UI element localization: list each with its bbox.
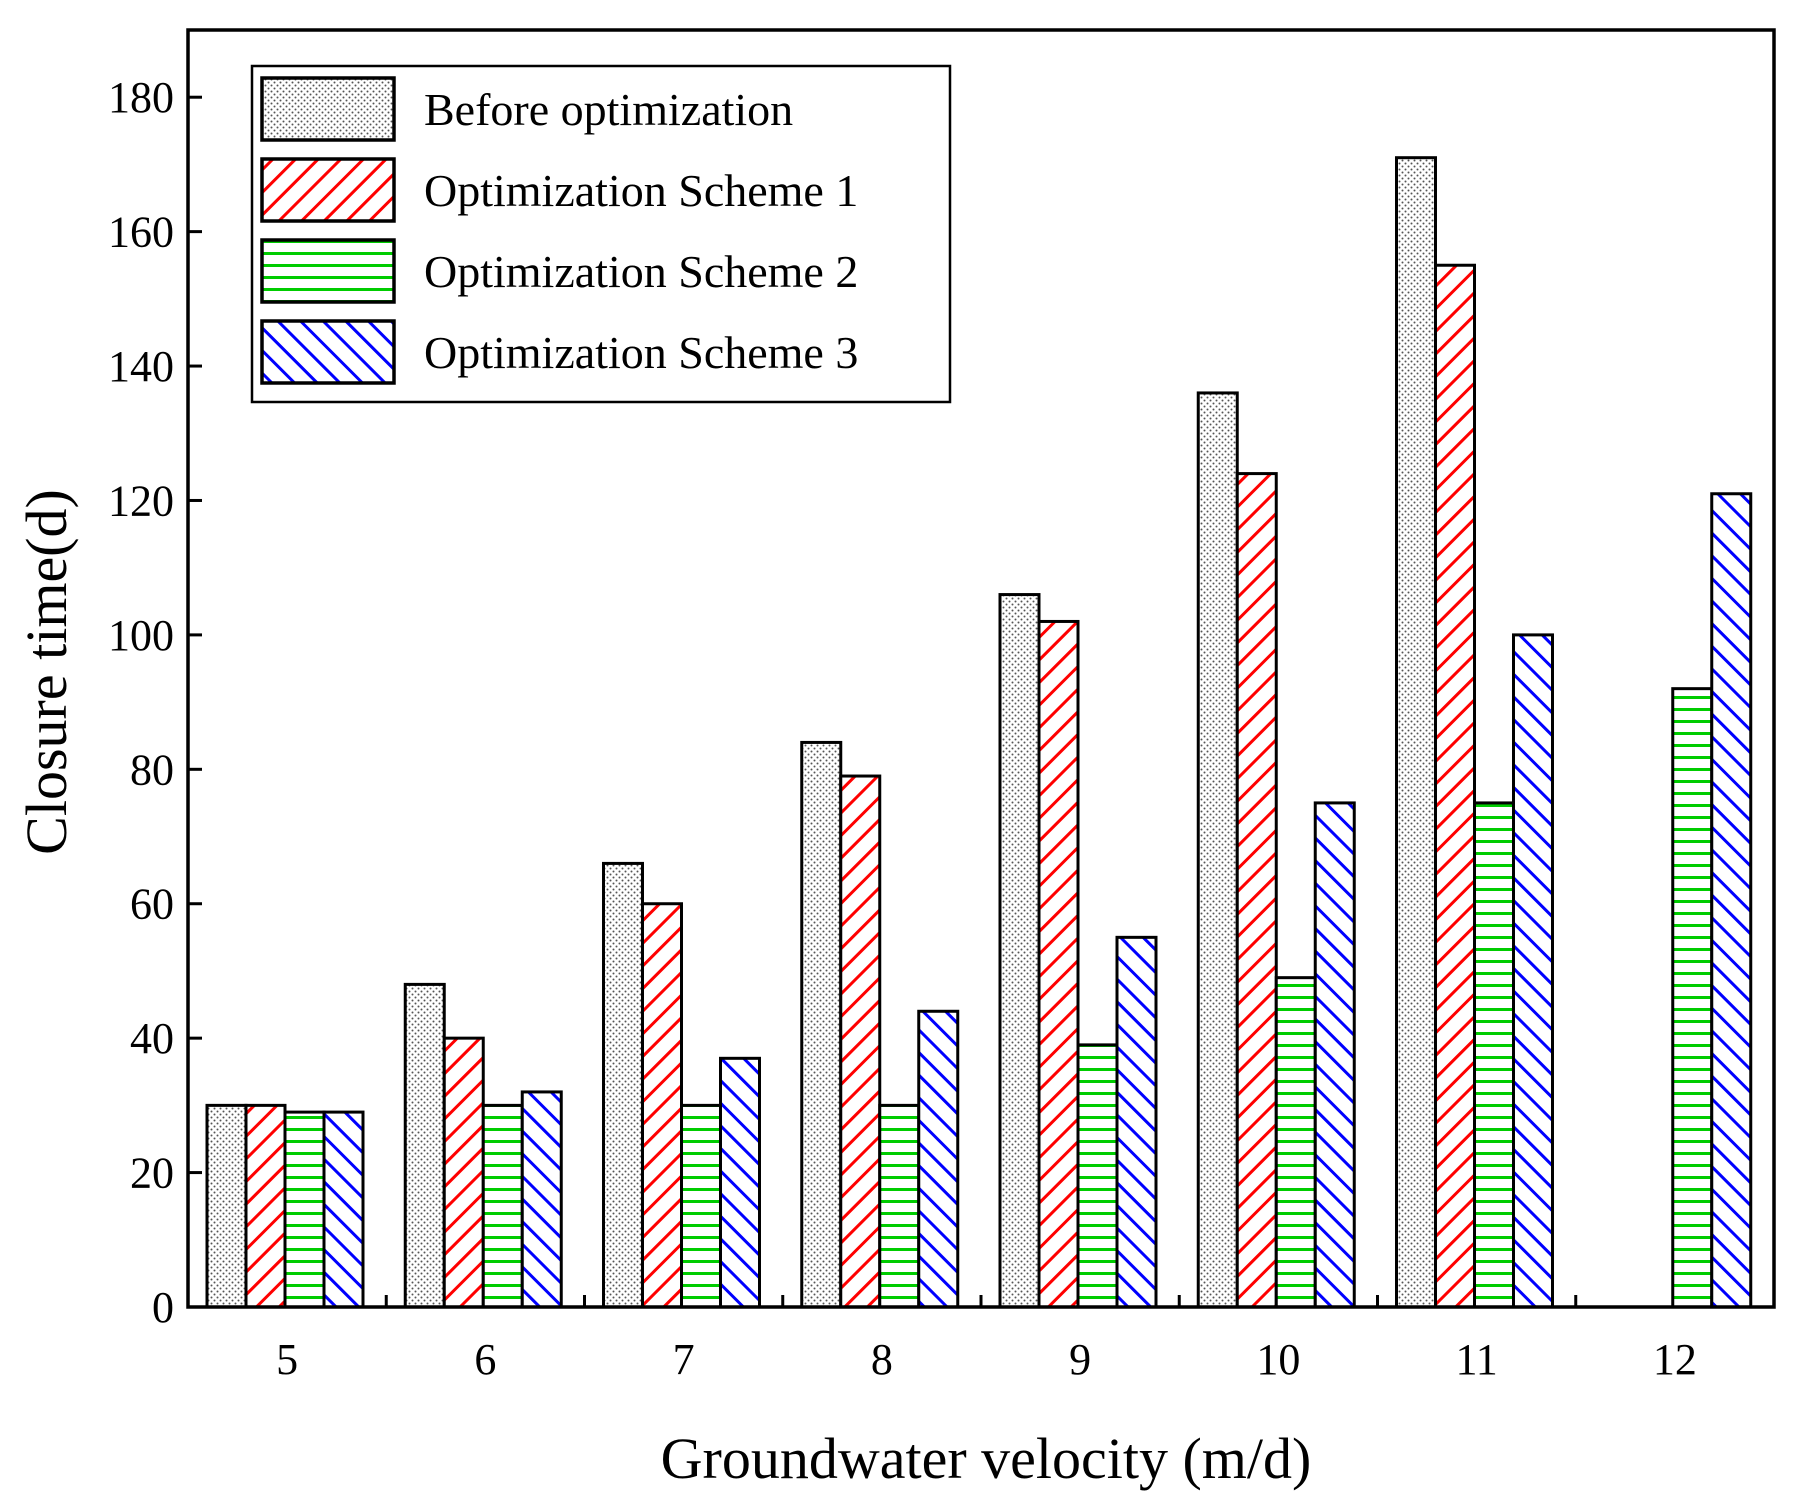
x-tick-label: 6: [474, 1335, 496, 1384]
x-tick-label: 12: [1653, 1335, 1697, 1384]
bar-4-7: [719, 1056, 761, 1309]
y-tick-label: 140: [108, 342, 174, 391]
bar-2-10: [1235, 472, 1278, 1309]
bar-3-5: [283, 1110, 326, 1309]
bar-2-6: [442, 1036, 485, 1309]
axes-layer: 0 20 40 60 80 100 120 140 160 180 5 6 7 8 9 10 11 12: [108, 28, 1776, 1384]
x-tick-label: 7: [673, 1335, 695, 1384]
bars-layer: [205, 156, 1753, 1309]
x-tick-label: 10: [1256, 1335, 1300, 1384]
bar-4-8: [917, 1009, 960, 1309]
legend-label-2: Optimization Scheme 1: [424, 165, 858, 216]
bar-4-10: [1313, 801, 1356, 1309]
bar-3-8: [878, 1103, 921, 1309]
y-tick-label: 180: [108, 73, 174, 122]
x-tick-label: 8: [871, 1335, 893, 1384]
y-tick-label: 120: [108, 476, 174, 525]
bar-4-9: [1115, 935, 1158, 1309]
legend: Before optimization Optimization Scheme 1…: [250, 64, 952, 404]
y-tick-label: 60: [130, 880, 174, 929]
bar-4-12: [1710, 492, 1753, 1309]
bar-2-11: [1434, 263, 1476, 1309]
x-tick-label: 9: [1069, 1335, 1091, 1384]
bar-3-12: [1671, 687, 1714, 1309]
bar-3-10: [1274, 976, 1317, 1309]
bar-1-5: [205, 1103, 248, 1309]
bar-2-8: [839, 774, 882, 1309]
bar-3-6: [481, 1103, 524, 1309]
x-axis-title: Groundwater velocity (m/d): [661, 1426, 1312, 1491]
legend-swatch-2: [260, 157, 396, 223]
bar-1-10: [1196, 391, 1239, 1309]
y-tick-label: 0: [152, 1283, 174, 1332]
y-tick-label: 100: [108, 611, 174, 660]
bar-1-8: [800, 740, 843, 1309]
bar-3-11: [1473, 801, 1515, 1309]
bar-1-6: [403, 982, 446, 1309]
legend-swatch-1: [260, 76, 396, 142]
bar-1-9: [998, 593, 1041, 1309]
y-axis-title: Closure time(d): [14, 489, 79, 855]
legend-swatch-4: [260, 319, 396, 385]
bar-2-5: [244, 1103, 287, 1309]
x-tick-label: 5: [276, 1335, 298, 1384]
bar-4-5: [322, 1110, 365, 1309]
legend-label-4: Optimization Scheme 3: [424, 327, 858, 378]
y-tick-label: 80: [130, 745, 174, 794]
bar-3-9: [1076, 1043, 1119, 1309]
legend-label-3: Optimization Scheme 2: [424, 246, 858, 297]
bar-1-11: [1395, 156, 1437, 1309]
legend-label-1: Before optimization: [424, 84, 793, 135]
bar-1-7: [602, 861, 644, 1309]
y-tick-label: 160: [108, 208, 174, 257]
bar-2-9: [1037, 619, 1080, 1309]
bar-2-7: [641, 902, 683, 1309]
bar-4-11: [1512, 633, 1554, 1309]
y-tick-label: 40: [130, 1014, 174, 1063]
bar-4-6: [520, 1090, 563, 1309]
bar-3-7: [680, 1103, 722, 1309]
legend-swatch-3: [260, 238, 396, 304]
y-tick-label: 20: [130, 1149, 174, 1198]
x-tick-label: 11: [1455, 1335, 1497, 1384]
